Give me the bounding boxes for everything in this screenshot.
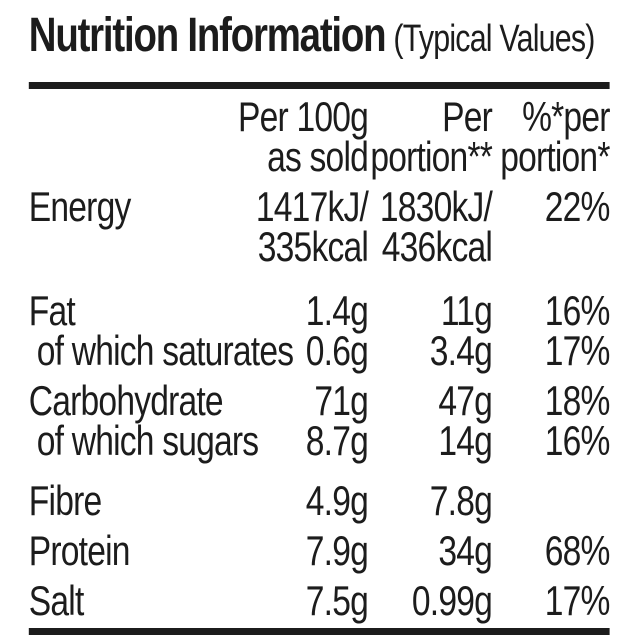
row-per-100g: 7.5g — [305, 577, 369, 624]
page-title: Nutrition Information (Typical Values) — [29, 12, 610, 71]
row-percent: 18% — [544, 377, 611, 424]
table-row-protein: Protein 7.9g 34g 68% — [28, 521, 611, 574]
row-per-100g: 8.7g — [305, 417, 369, 464]
header-percent: %*per portion* — [492, 89, 610, 180]
row-per-portion: 47g — [438, 377, 492, 424]
table-row-carbohydrate: Carbohydrate 71g 47g 18% — [28, 371, 611, 424]
row-percent — [492, 461, 610, 521]
title-main: Nutrition Information — [28, 9, 387, 62]
header-per-100g-line2: as sold — [267, 133, 369, 180]
nutrition-label: Nutrition Information (Typical Values) Pe… — [0, 12, 640, 635]
row-label: Energy — [28, 183, 131, 230]
energy-per-100g-kcal: 335kcal — [257, 223, 369, 270]
header-per-portion: Per portion** — [368, 89, 493, 180]
row-label: Protein — [28, 527, 131, 574]
table-row-energy: Energy 1417kJ/ 335kcal 1830kJ/ 436kcal 2… — [28, 177, 611, 270]
row-label: Carbohydrate — [28, 377, 224, 424]
row-per-portion: 11g — [440, 287, 493, 334]
row-label: Fat — [28, 287, 76, 334]
table-row-saturates: of which saturates 0.6g 3.4g 17% — [29, 327, 611, 374]
header-divider-rule — [28, 82, 610, 89]
row-label: Salt — [28, 577, 84, 624]
row-per-portion: 3.4g — [429, 327, 493, 374]
row-per-portion: 14g — [438, 417, 492, 464]
row-percent: 17% — [544, 327, 611, 374]
row-percent: 16% — [544, 417, 611, 464]
table-row-fibre: Fibre 4.9g 7.8g — [28, 461, 610, 524]
nutrition-table: Per 100g as sold Per portion** %*per por… — [28, 89, 611, 624]
energy-per-portion-kcal: 436kcal — [381, 223, 493, 270]
energy-per-100g-kj: 1417kJ/ — [255, 183, 369, 230]
table-header-row: Per 100g as sold Per portion** %*per por… — [29, 89, 610, 180]
row-percent: 17% — [544, 577, 611, 624]
footer-divider-rule — [28, 628, 610, 635]
header-percent-line2: portion* — [500, 133, 610, 180]
row-label: Fibre — [28, 477, 102, 524]
row-label: of which sugars — [36, 417, 259, 464]
row-percent: 68% — [544, 527, 611, 574]
row-per-100g: 71g — [314, 377, 368, 424]
header-empty-cell — [29, 89, 229, 177]
row-percent: 22% — [544, 183, 611, 230]
energy-per-portion-kj: 1830kJ/ — [379, 183, 493, 230]
row-per-100g: 1417kJ/ 335kcal — [229, 177, 369, 270]
header-per-portion-line2: portion** — [370, 133, 492, 180]
header-per-portion-line1: Per — [442, 93, 493, 140]
row-per-100g: 4.9g — [305, 477, 369, 524]
table-row-fat: Fat 1.4g 11g 16% — [28, 267, 611, 334]
header-percent-line1: %*per — [522, 93, 610, 140]
title-qualifier: (Typical Values) — [393, 18, 595, 60]
row-label: of which saturates — [36, 327, 294, 374]
row-percent: 16% — [544, 287, 611, 334]
table-row-sugars: of which sugars 8.7g 14g 16% — [29, 417, 611, 464]
row-per-100g: 1.4g — [305, 287, 369, 334]
header-per-100g-line1: Per 100g — [238, 93, 369, 140]
row-per-portion: 1830kJ/ 436kcal — [368, 177, 493, 270]
row-per-portion: 34g — [438, 527, 492, 574]
row-per-100g: 0.6g — [305, 327, 369, 374]
header-per-100g: Per 100g as sold — [229, 89, 369, 180]
table-row-salt: Salt 7.5g 0.99g 17% — [28, 571, 611, 624]
row-per-portion: 0.99g — [411, 577, 493, 624]
row-per-portion: 7.8g — [429, 477, 493, 524]
row-per-100g: 7.9g — [305, 527, 369, 574]
